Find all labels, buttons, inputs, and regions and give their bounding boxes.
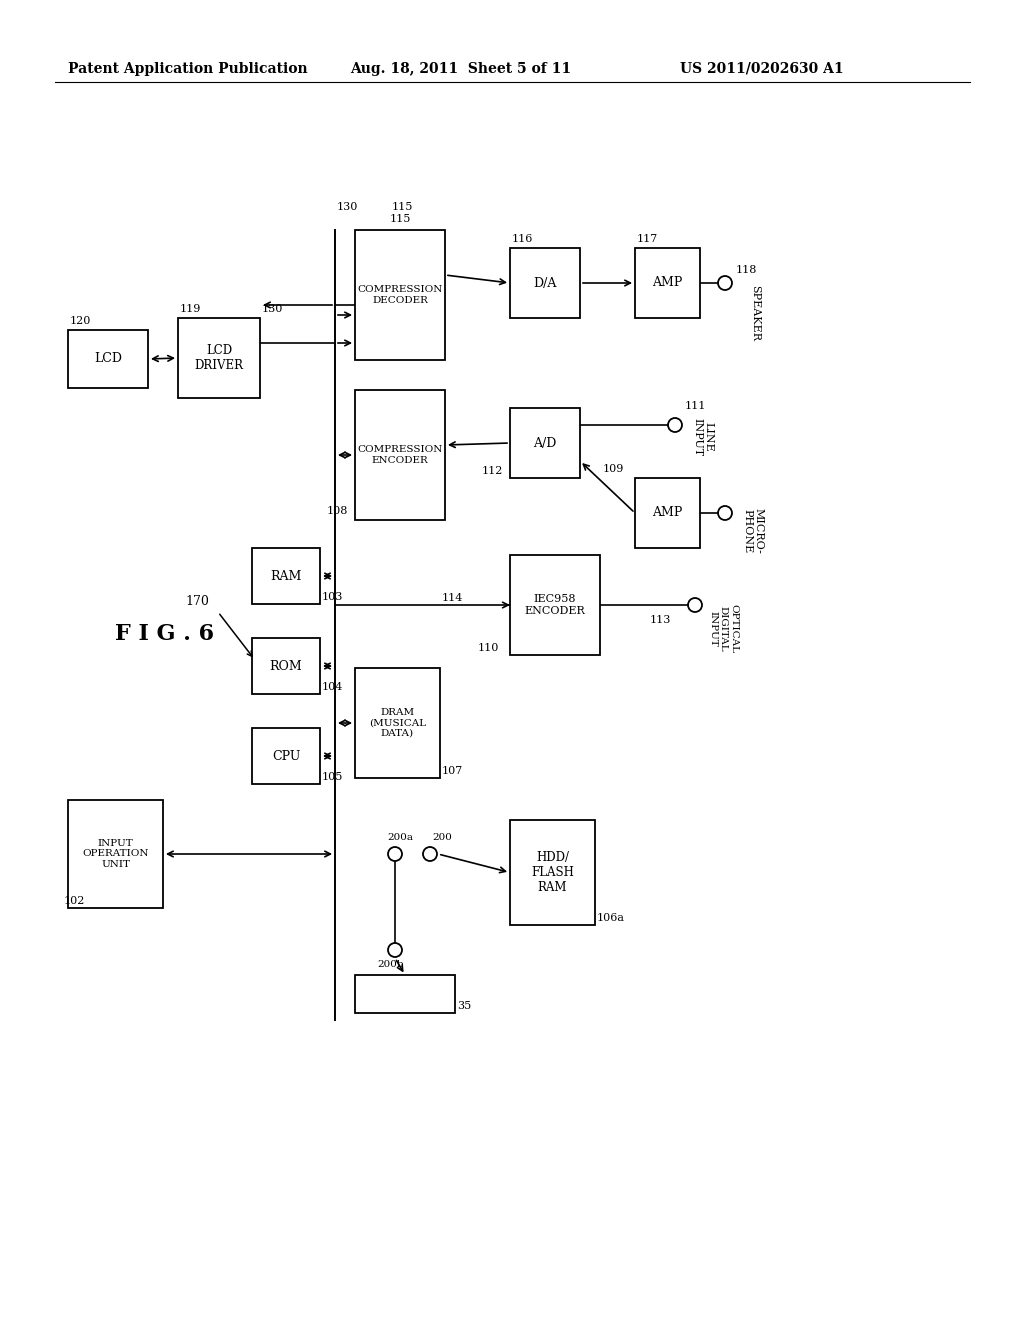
- Text: RAM: RAM: [270, 569, 302, 582]
- Text: A/D: A/D: [534, 437, 557, 450]
- Bar: [635, 478, 700, 548]
- Text: 170: 170: [185, 595, 209, 609]
- Text: 111: 111: [685, 401, 707, 411]
- Text: MICRO-
PHONE: MICRO- PHONE: [742, 508, 764, 554]
- Text: 130: 130: [262, 304, 284, 314]
- Bar: [252, 729, 319, 784]
- Text: COMPRESSION
DECODER: COMPRESSION DECODER: [357, 285, 442, 305]
- Text: 104: 104: [322, 682, 343, 692]
- Bar: [355, 668, 440, 777]
- Text: LCD
DRIVER: LCD DRIVER: [195, 345, 244, 372]
- Text: 200b: 200b: [377, 960, 403, 969]
- Bar: [178, 318, 260, 399]
- Bar: [68, 330, 148, 388]
- Text: 115: 115: [389, 214, 411, 224]
- Text: D/A: D/A: [534, 276, 557, 289]
- Text: 110: 110: [478, 643, 500, 653]
- Text: SPEAKER: SPEAKER: [750, 285, 760, 341]
- Bar: [635, 248, 700, 318]
- Bar: [510, 554, 600, 655]
- Bar: [355, 230, 445, 360]
- Bar: [510, 408, 580, 478]
- Bar: [510, 248, 580, 318]
- Text: 130: 130: [337, 202, 358, 213]
- Text: 103: 103: [322, 591, 343, 602]
- Text: 118: 118: [736, 265, 758, 275]
- Text: 35: 35: [457, 1001, 471, 1011]
- Text: AMP: AMP: [652, 276, 683, 289]
- Bar: [355, 975, 455, 1012]
- Text: HDD/
FLASH
RAM: HDD/ FLASH RAM: [531, 851, 573, 894]
- Text: INPUT
OPERATION
UNIT: INPUT OPERATION UNIT: [82, 840, 148, 869]
- Text: 116: 116: [512, 234, 534, 244]
- Text: 113: 113: [650, 615, 672, 624]
- Text: 200: 200: [432, 833, 452, 842]
- Text: OPTICAL
DIGITAL
INPUT: OPTICAL DIGITAL INPUT: [709, 605, 738, 653]
- Text: AMP: AMP: [652, 507, 683, 520]
- Bar: [252, 548, 319, 605]
- Text: CPU: CPU: [271, 750, 300, 763]
- Bar: [68, 800, 163, 908]
- Text: F I G . 6: F I G . 6: [115, 623, 214, 645]
- Text: DRAM
(MUSICAL
DATA): DRAM (MUSICAL DATA): [369, 708, 426, 738]
- Text: 200a: 200a: [387, 833, 413, 842]
- Text: COMPRESSION
ENCODER: COMPRESSION ENCODER: [357, 445, 442, 465]
- Text: 120: 120: [70, 315, 91, 326]
- Bar: [510, 820, 595, 925]
- Text: 107: 107: [442, 766, 463, 776]
- Text: 114: 114: [442, 593, 464, 603]
- Text: 106a: 106a: [597, 913, 625, 923]
- Text: 115: 115: [392, 202, 414, 213]
- Text: LCD: LCD: [94, 352, 122, 366]
- Text: ROM: ROM: [269, 660, 302, 672]
- Text: 112: 112: [482, 466, 504, 477]
- Bar: [252, 638, 319, 694]
- Text: 117: 117: [637, 234, 658, 244]
- Text: Aug. 18, 2011  Sheet 5 of 11: Aug. 18, 2011 Sheet 5 of 11: [350, 62, 571, 77]
- Text: 108: 108: [327, 506, 348, 516]
- Text: 105: 105: [322, 772, 343, 781]
- Text: 109: 109: [603, 465, 625, 474]
- Text: 102: 102: [63, 896, 85, 906]
- Text: LINE
INPUT: LINE INPUT: [692, 418, 714, 457]
- Text: US 2011/0202630 A1: US 2011/0202630 A1: [680, 62, 844, 77]
- Text: Patent Application Publication: Patent Application Publication: [68, 62, 307, 77]
- Bar: [355, 389, 445, 520]
- Text: IEC958
ENCODER: IEC958 ENCODER: [524, 594, 586, 616]
- Text: 119: 119: [180, 304, 202, 314]
